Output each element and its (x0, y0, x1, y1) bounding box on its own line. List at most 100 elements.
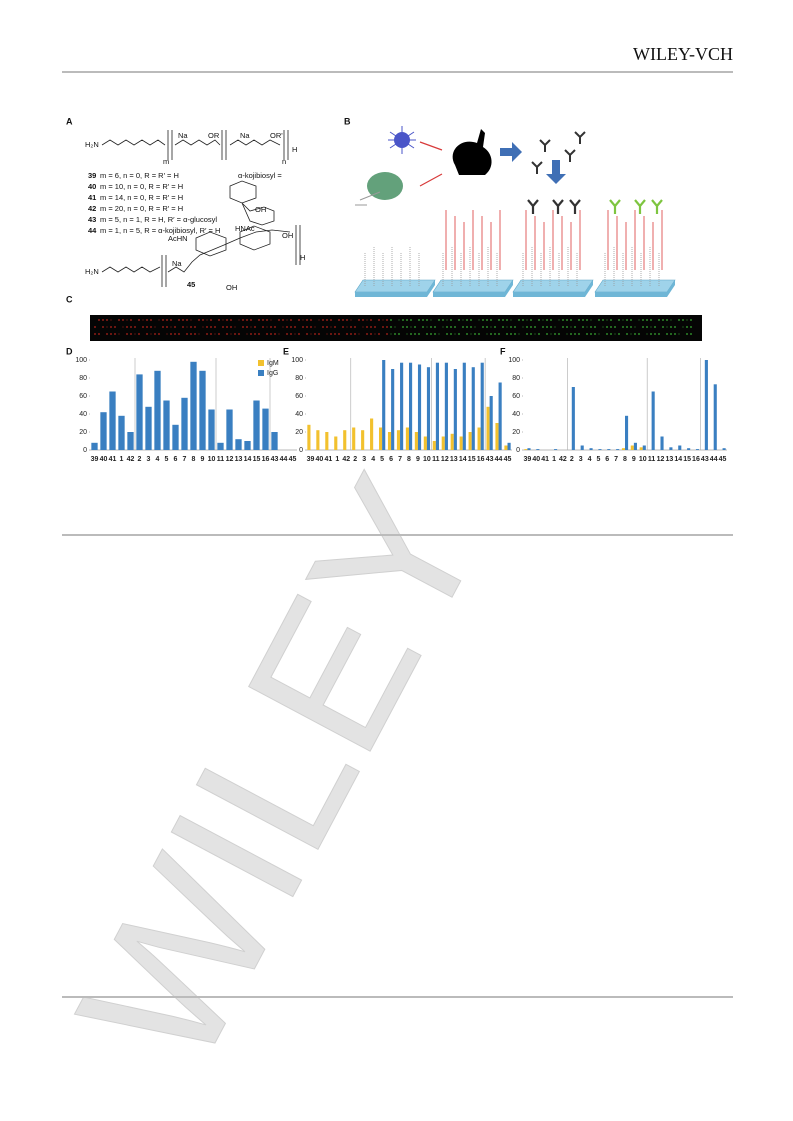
structure-label: OH (282, 231, 293, 240)
spot (246, 326, 248, 328)
x-tick-label: 2 (570, 456, 574, 463)
spot (554, 333, 556, 335)
spot (654, 326, 656, 328)
spot (170, 319, 172, 321)
x-tick-label: 4 (588, 456, 592, 463)
spot (514, 333, 516, 335)
spot (378, 319, 380, 321)
spot (286, 333, 288, 335)
x-tick-label: 44 (280, 456, 288, 463)
spot (502, 319, 504, 321)
x-tick-label: 45 (289, 456, 297, 463)
spot (602, 326, 604, 328)
x-tick-label: 7 (398, 456, 402, 463)
spot (650, 326, 652, 328)
spot (394, 333, 396, 335)
spot (134, 326, 136, 328)
spot (278, 319, 280, 321)
spot (354, 326, 356, 328)
spot (238, 333, 240, 335)
spot (530, 319, 532, 321)
spot (510, 319, 512, 321)
spot (274, 333, 276, 335)
spot (350, 333, 352, 335)
bar (127, 432, 134, 450)
spot (442, 326, 444, 328)
spot (230, 333, 232, 335)
spot (290, 319, 292, 321)
spot (142, 326, 144, 328)
spot (370, 333, 372, 335)
spot (182, 319, 184, 321)
spot (446, 326, 448, 328)
bar (91, 442, 98, 450)
spot (466, 333, 468, 335)
spot (206, 333, 208, 335)
spot (326, 319, 328, 321)
x-tick-label: 9 (632, 456, 636, 463)
spot (138, 333, 140, 335)
spot (126, 326, 128, 328)
spot (146, 326, 148, 328)
spot (218, 333, 220, 335)
compound-definition: m = 10, n = 0, R = R′ = H (100, 182, 183, 191)
bar (432, 441, 436, 450)
slide-edge (433, 280, 513, 297)
spot (522, 319, 524, 321)
spot (430, 333, 432, 335)
spot (258, 333, 260, 335)
spot (170, 333, 172, 335)
spot (154, 326, 156, 328)
spot (622, 319, 624, 321)
spot (194, 333, 196, 335)
compound-definition: m = 1, n = 5, R = α-kojibiosyl, R′ = H (100, 226, 220, 235)
x-tick-label: 14 (674, 456, 682, 463)
bar (118, 415, 125, 450)
spot (330, 333, 332, 335)
spot (370, 319, 372, 321)
spot (642, 326, 644, 328)
bar (639, 447, 643, 450)
x-tick-label: 40 (316, 456, 324, 463)
spot (146, 319, 148, 321)
bar (554, 449, 558, 450)
spot (622, 326, 624, 328)
spot (482, 326, 484, 328)
spot (302, 326, 304, 328)
bar (361, 430, 365, 450)
spot (278, 333, 280, 335)
spot (254, 333, 256, 335)
x-tick-label: 43 (701, 456, 709, 463)
spot (586, 326, 588, 328)
spot (682, 326, 684, 328)
bar (477, 427, 481, 450)
compound-number: 42 (88, 204, 96, 213)
x-tick-label: 39 (524, 456, 532, 463)
x-tick-label: 12 (657, 456, 665, 463)
spot (502, 326, 504, 328)
spot (150, 326, 152, 328)
spot (386, 326, 388, 328)
x-tick-label: 13 (665, 456, 673, 463)
spot (214, 333, 216, 335)
spot (434, 333, 436, 335)
spot (458, 319, 460, 321)
spot (570, 326, 572, 328)
spot (506, 319, 508, 321)
compound-number: 43 (88, 215, 96, 224)
spot (242, 319, 244, 321)
spot (590, 319, 592, 321)
x-tick-label: 42 (127, 456, 135, 463)
y-tick-label: 0 (516, 447, 520, 454)
slides (354, 199, 676, 297)
y-tick-label: 100 (75, 357, 87, 364)
x-tick-label: 7 (183, 456, 187, 463)
x-tick-label: 40 (100, 456, 108, 463)
x-tick-label: 8 (192, 456, 196, 463)
spot (626, 333, 628, 335)
spot (154, 333, 156, 335)
y-tick-label: 40 (295, 411, 303, 418)
spot (242, 326, 244, 328)
spot (630, 319, 632, 321)
spot (562, 319, 564, 321)
